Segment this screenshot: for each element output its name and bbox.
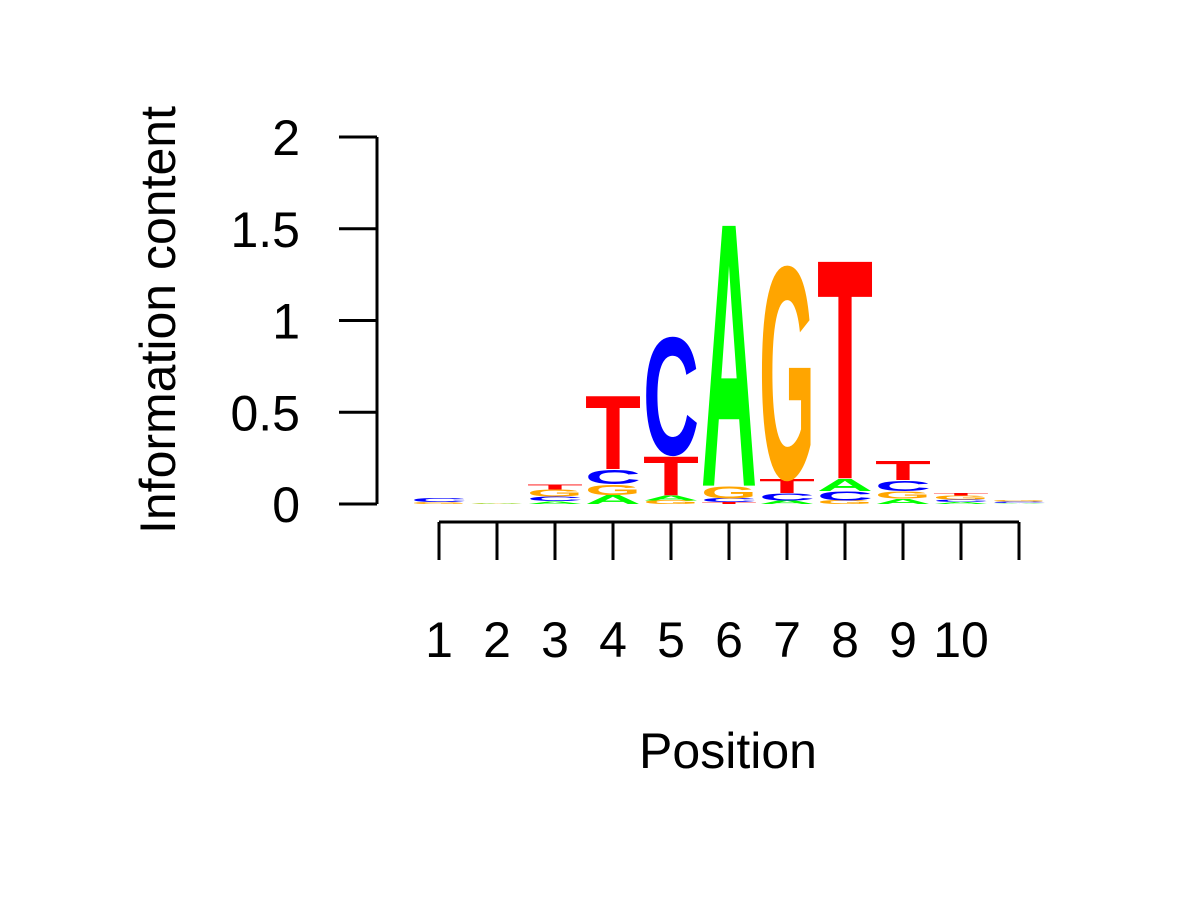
logo-letter-A: A [933, 502, 989, 505]
logo-letter-T: T [701, 502, 757, 505]
logo-letter-C: C [759, 491, 815, 502]
x-tick-label: 2 [483, 612, 511, 668]
x-tick-label: 10 [933, 612, 989, 668]
logo-letter-C: C [991, 501, 1047, 503]
logo-letter-C: C [585, 466, 641, 488]
logo-letter-G: G [759, 203, 815, 543]
y-tick-label: 0.5 [230, 385, 300, 441]
logo-letter-A: A [469, 503, 525, 504]
logo-letter-G: G [817, 499, 873, 505]
x-axis: 1 2 3 4 5 6 7 8 9 10 [425, 520, 1021, 668]
logo-letter-C: C [411, 498, 467, 504]
x-tick-label: 5 [657, 612, 685, 668]
x-axis-title: Position [639, 723, 817, 779]
logo-letter-A: A [643, 493, 699, 501]
logo-letter-G: G [991, 500, 1047, 502]
logo-letter-A: A [759, 499, 815, 505]
logo-letter-T: T [585, 373, 641, 492]
x-tick-label: 4 [599, 612, 627, 668]
logo-letter-A: A [701, 143, 757, 566]
logo-letter-A: A [991, 503, 1047, 504]
logo-letter-C: C [643, 302, 699, 491]
y-axis: 0 0.5 1 1.5 2 [230, 110, 379, 533]
logo-letter-A: A [585, 493, 641, 507]
logo-letter-G: G [411, 502, 467, 505]
logo-letter-G: G [875, 489, 931, 500]
x-tick-label: 8 [831, 612, 859, 668]
logo-letter-C: C [527, 496, 583, 503]
logo-letter-T: T [817, 195, 873, 547]
x-tick-label: 7 [773, 612, 801, 668]
logo-letter-G: G [527, 487, 583, 498]
logo-letter-G: G [701, 483, 757, 503]
logo-letter-T: T [527, 482, 583, 490]
x-tick-label: 3 [541, 612, 569, 668]
logo-letter-T: T [759, 475, 815, 497]
y-tick-label: 1.5 [230, 202, 300, 258]
logo-letter-G: G [469, 502, 525, 503]
y-tick-label: 1 [272, 294, 300, 350]
logo-letter-T: T [933, 492, 989, 496]
logo-letter-C: C [701, 498, 757, 504]
logo-letter-C: C [817, 489, 873, 503]
logo-letter-G: G [643, 499, 699, 505]
logo-letter-A: A [527, 501, 583, 505]
logo-letter-A: A [817, 475, 873, 495]
logo-letter-G: G [933, 495, 989, 501]
y-axis-title: Information content [130, 106, 186, 534]
y-tick-label: 0 [272, 477, 300, 533]
x-tick-label: 9 [889, 612, 917, 668]
logo-letter-C: C [933, 499, 989, 503]
y-tick-label: 2 [272, 110, 300, 166]
logo-letter-T: T [875, 456, 931, 487]
logo-letter-T: T [643, 445, 699, 507]
logo-letter-A: A [875, 497, 931, 505]
logo-letter-G: G [585, 481, 641, 498]
x-tick-label: 1 [425, 612, 453, 668]
logo-letter-C: C [875, 477, 931, 494]
x-tick-label: 6 [715, 612, 743, 668]
